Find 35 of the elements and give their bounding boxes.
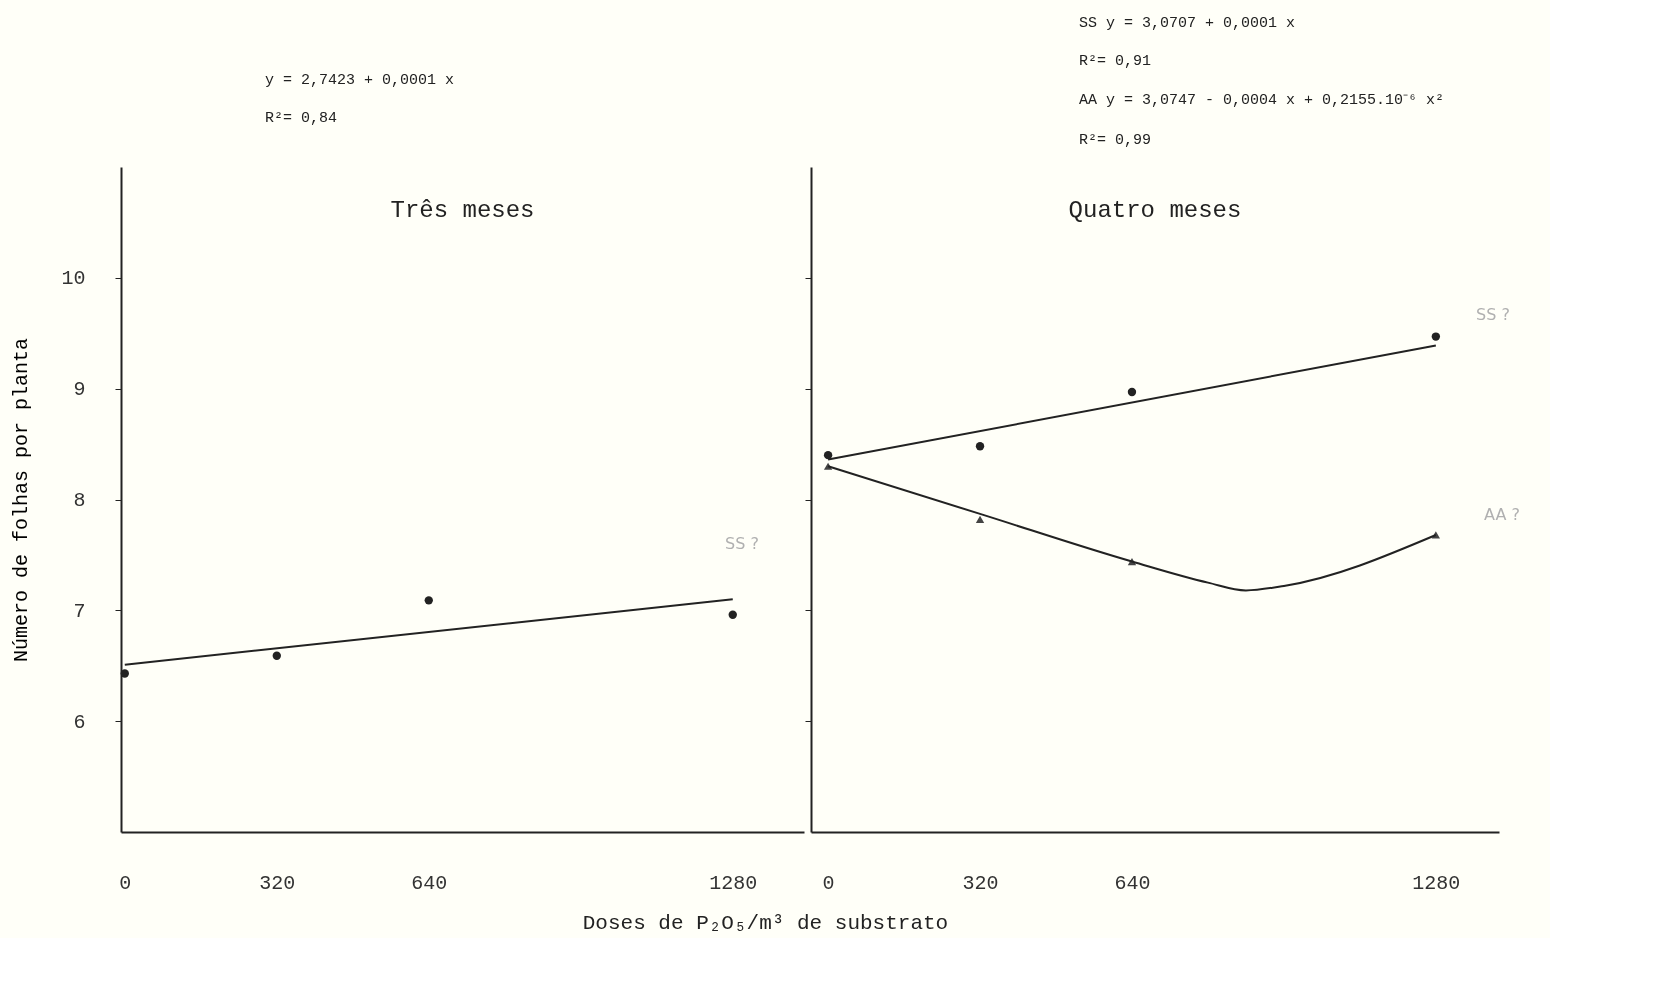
x-tick-label: 0 bbox=[119, 871, 132, 895]
x-tick-label: 640 bbox=[411, 871, 448, 895]
text: R²= 0,99 bbox=[1079, 132, 1152, 149]
annotation: AA ? bbox=[1484, 505, 1520, 524]
x-tick-label: 1280 bbox=[709, 871, 758, 895]
text: AA y = 3,0747 - 0,0004 x + 0,2155.10⁻⁶ x² bbox=[1079, 92, 1445, 109]
text: Três meses bbox=[390, 197, 535, 224]
x-tick-label: 320 bbox=[259, 871, 296, 895]
x-tick-label: 0 bbox=[822, 871, 835, 895]
x-tick-label: 1280 bbox=[1412, 871, 1461, 895]
point bbox=[975, 515, 985, 524]
text: R²= 0,84 bbox=[265, 110, 338, 127]
x-axis-title: Doses de P₂O₅/m³ de substrato bbox=[582, 912, 949, 935]
point bbox=[120, 669, 129, 678]
text: y = 2,7423 + 0,0001 x bbox=[265, 72, 455, 89]
y-tick-label: 9 bbox=[73, 378, 86, 402]
point bbox=[728, 610, 737, 619]
x-tick-label: 320 bbox=[962, 871, 999, 895]
annotation: SS ? bbox=[725, 534, 759, 553]
point bbox=[1431, 332, 1441, 341]
y-axis-title: Número de folhas por planta bbox=[10, 337, 34, 663]
annotation: SS ? bbox=[1476, 305, 1510, 324]
text: Quatro meses bbox=[1068, 197, 1242, 224]
point bbox=[1127, 387, 1137, 397]
x-tick-label: 640 bbox=[1114, 871, 1151, 895]
y-tick-label: 6 bbox=[73, 710, 86, 734]
text: R²= 0,91 bbox=[1079, 53, 1152, 70]
y-tick-label: 7 bbox=[73, 599, 86, 623]
point bbox=[272, 651, 281, 660]
y-tick-label: 10 bbox=[61, 267, 86, 291]
y-tick-label: 8 bbox=[73, 489, 86, 512]
point bbox=[424, 596, 433, 605]
point bbox=[975, 442, 985, 451]
point bbox=[823, 450, 833, 460]
text: SS y = 3,0707 + 0,0001 x bbox=[1079, 15, 1296, 32]
